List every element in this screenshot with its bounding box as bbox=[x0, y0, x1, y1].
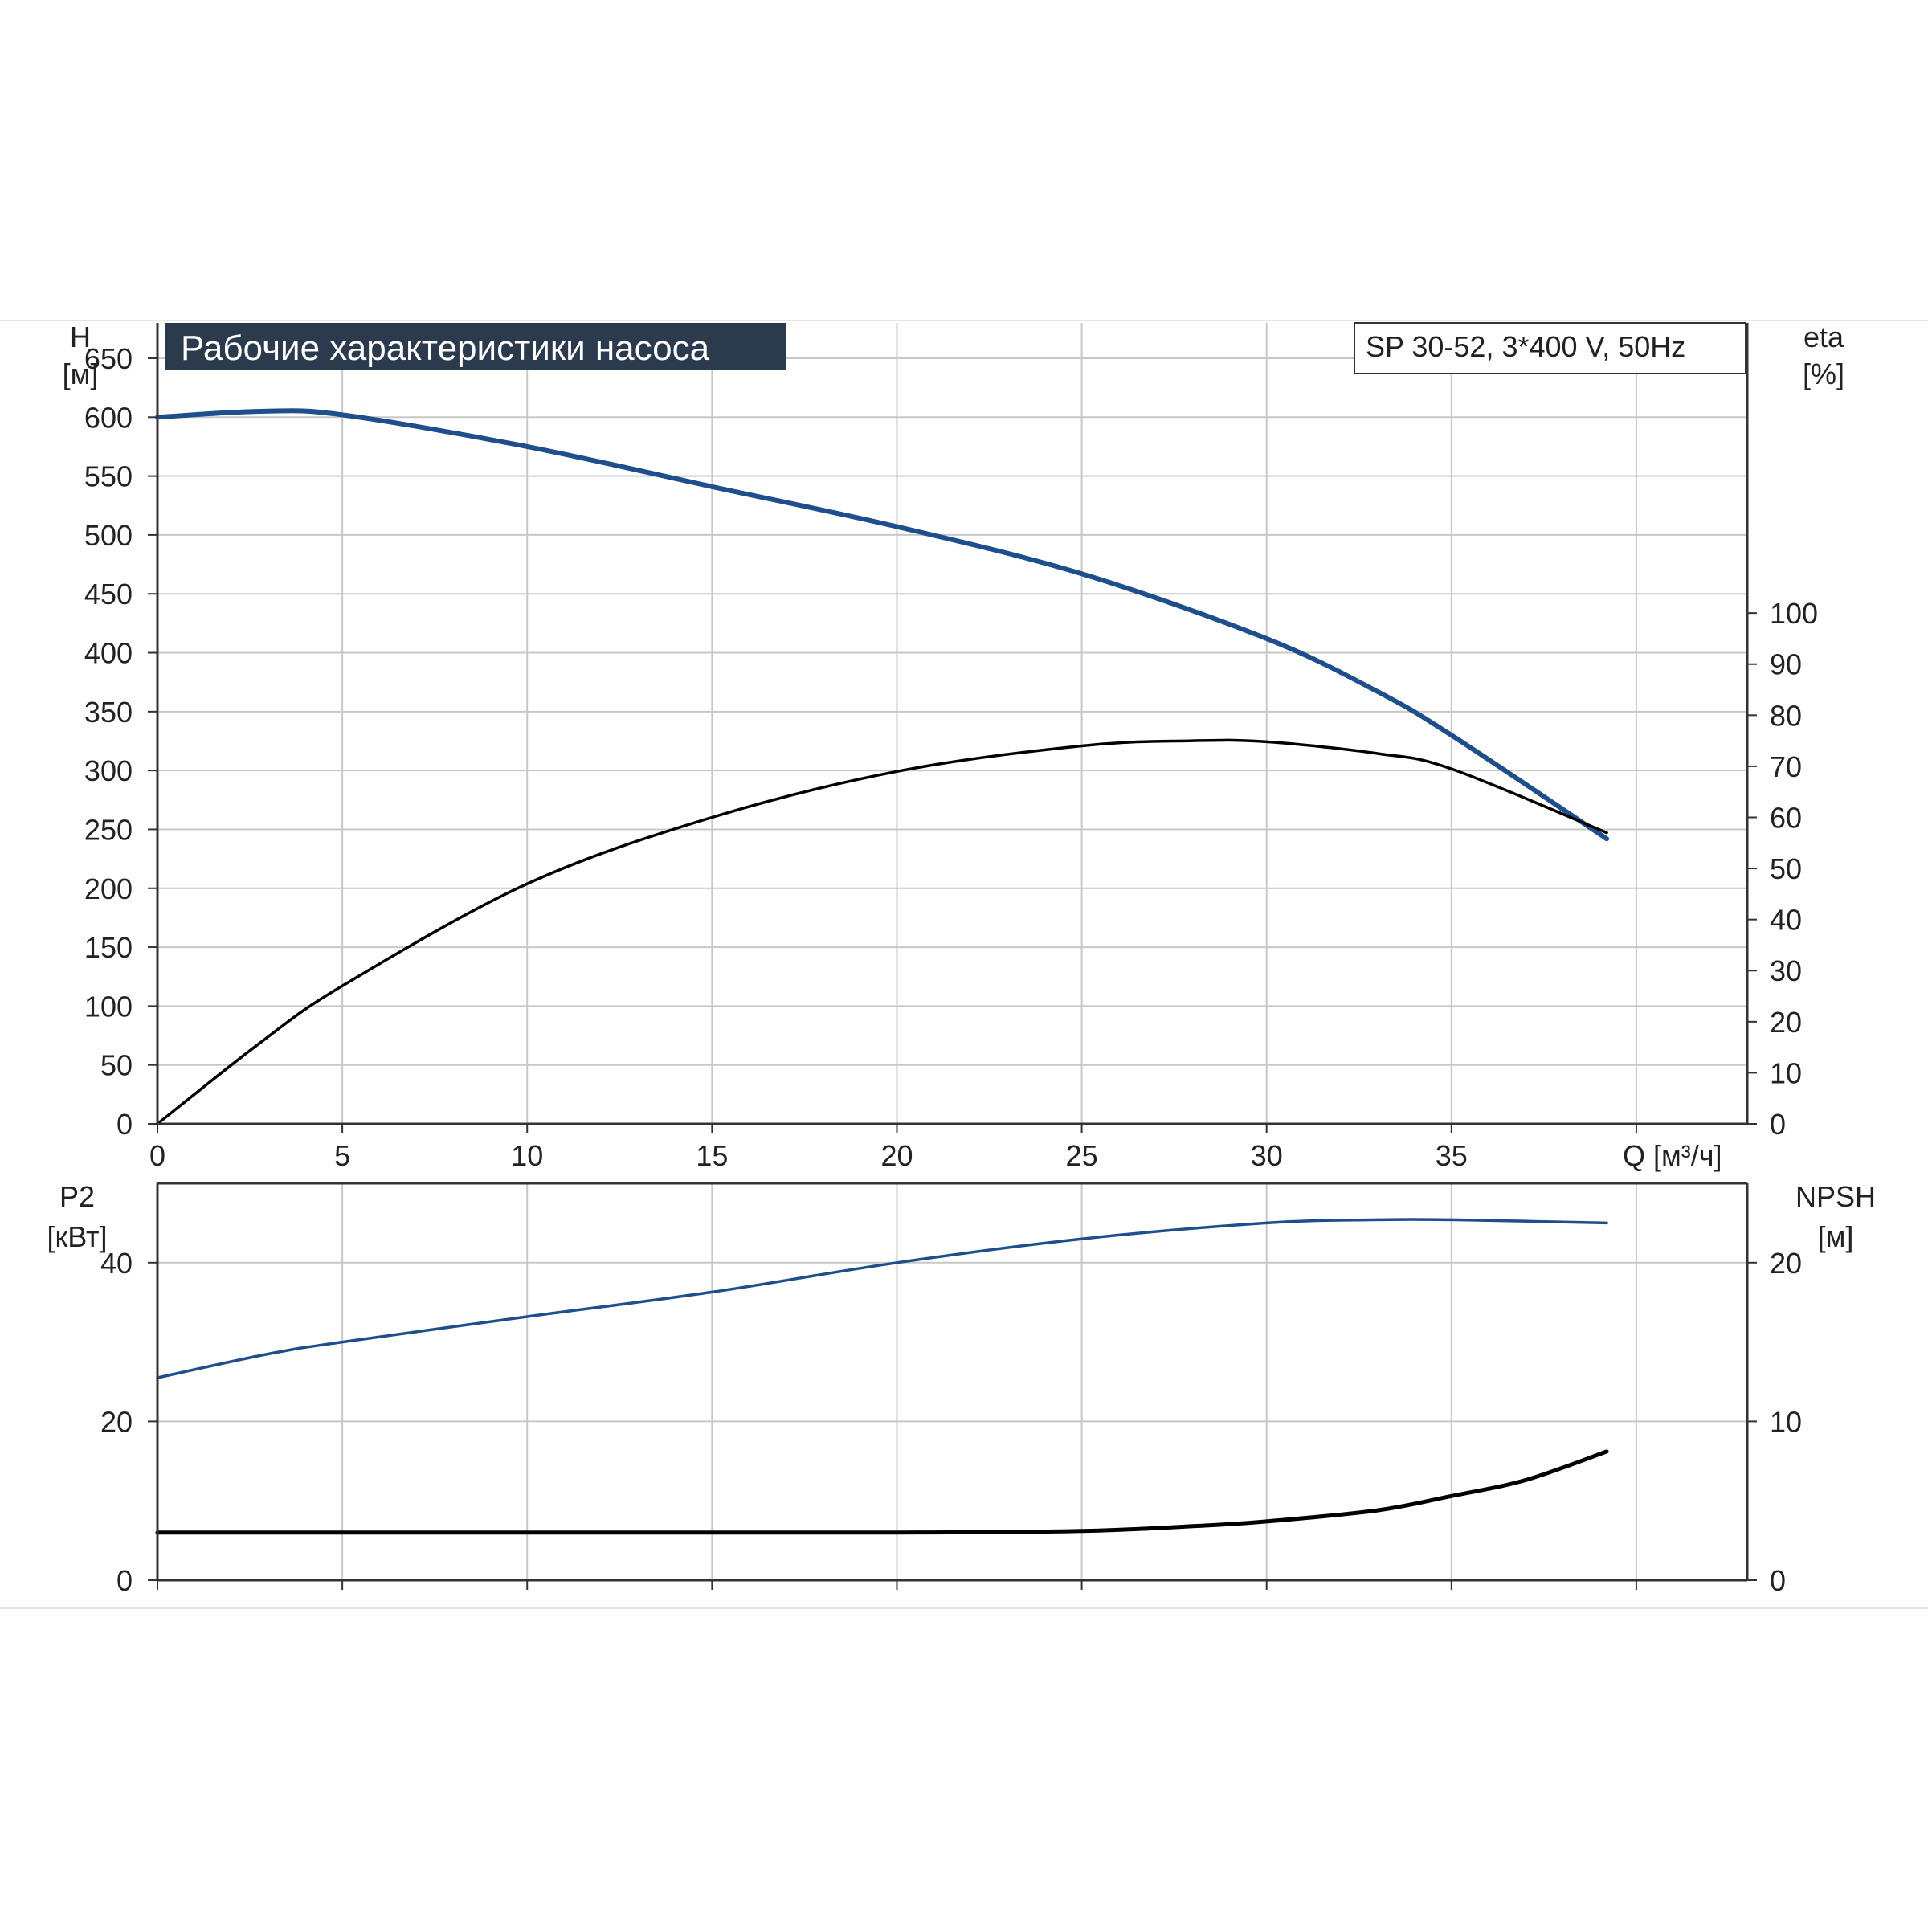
plot-frames bbox=[157, 323, 1747, 1580]
top-chart-grid bbox=[157, 323, 1747, 1124]
top-left-tick-label: 0 bbox=[116, 1108, 133, 1141]
top-left-tick-label: 450 bbox=[84, 578, 133, 611]
top-left-tick-label: 650 bbox=[84, 342, 133, 375]
x-tick-label: 0 bbox=[149, 1139, 165, 1172]
top-right-tick-label: 10 bbox=[1770, 1056, 1802, 1089]
top-left-tick-label: 500 bbox=[84, 519, 133, 552]
x-tick-label: 25 bbox=[1066, 1139, 1098, 1172]
top-left-tick-label: 600 bbox=[84, 401, 133, 434]
top-left-tick-label: 100 bbox=[84, 990, 133, 1023]
bottom-right-tick-label: 0 bbox=[1770, 1564, 1786, 1597]
bottom-left-tick-label: 20 bbox=[100, 1405, 133, 1438]
npsh-axis-unit: [м] bbox=[1818, 1220, 1854, 1253]
top-right-tick-label: 30 bbox=[1770, 954, 1802, 987]
top-right-tick-label: 40 bbox=[1770, 904, 1802, 937]
top-left-tick-label: 400 bbox=[84, 637, 133, 670]
bottom-series-npsh-curve bbox=[157, 1452, 1607, 1533]
top-chart-ticks: 0501001502002503003504004505005506006500… bbox=[84, 342, 1818, 1172]
bottom-right-tick-label: 10 bbox=[1770, 1405, 1802, 1438]
eta-axis-unit: [%] bbox=[1803, 357, 1844, 390]
x-tick-label: 5 bbox=[334, 1139, 350, 1172]
top-right-tick-label: 80 bbox=[1770, 699, 1802, 732]
top-left-tick-label: 250 bbox=[84, 813, 133, 846]
top-right-tick-label: 100 bbox=[1770, 597, 1818, 630]
bottom-chart-series bbox=[157, 1219, 1607, 1533]
bottom-left-tick-label: 40 bbox=[100, 1247, 133, 1280]
eta-axis-name: eta bbox=[1803, 321, 1844, 353]
x-tick-label: 10 bbox=[511, 1139, 543, 1172]
top-left-tick-label: 150 bbox=[84, 931, 133, 964]
p2-axis-name: P2 bbox=[59, 1180, 95, 1213]
top-right-tick-label: 90 bbox=[1770, 648, 1802, 681]
top-left-tick-label: 200 bbox=[84, 872, 133, 905]
bottom-right-tick-label: 20 bbox=[1770, 1247, 1802, 1280]
x-axis-label: Q [м³/ч] bbox=[1623, 1139, 1722, 1172]
x-tick-label: 20 bbox=[880, 1139, 913, 1172]
top-left-tick-label: 300 bbox=[84, 754, 133, 787]
chart-title: Рабочие характеристики насоса bbox=[181, 329, 710, 368]
top-left-tick-label: 350 bbox=[84, 696, 133, 729]
bottom-left-tick-label: 0 bbox=[116, 1564, 133, 1597]
top-left-tick-label: 550 bbox=[84, 460, 133, 493]
top-left-tick-label: 50 bbox=[100, 1049, 133, 1082]
top-series-efficiency-curve bbox=[157, 740, 1607, 1124]
x-tick-label: 15 bbox=[696, 1139, 728, 1172]
model-label: SP 30-52, 3*400 V, 50Hz bbox=[1366, 330, 1685, 363]
p2-axis-unit: [кВт] bbox=[47, 1220, 107, 1253]
npsh-axis-name: NPSH bbox=[1795, 1180, 1876, 1213]
top-chart-series bbox=[157, 410, 1607, 1124]
top-right-tick-label: 20 bbox=[1770, 1006, 1802, 1039]
x-tick-label: 30 bbox=[1251, 1139, 1283, 1172]
bottom-series-power-curve bbox=[157, 1219, 1607, 1378]
bottom-chart-grid bbox=[157, 1183, 1747, 1580]
top-right-tick-label: 70 bbox=[1770, 750, 1802, 783]
top-right-tick-label: 60 bbox=[1770, 801, 1802, 834]
top-right-tick-label: 0 bbox=[1770, 1108, 1786, 1141]
x-tick-label: 35 bbox=[1436, 1139, 1468, 1172]
top-right-tick-label: 50 bbox=[1770, 852, 1802, 885]
